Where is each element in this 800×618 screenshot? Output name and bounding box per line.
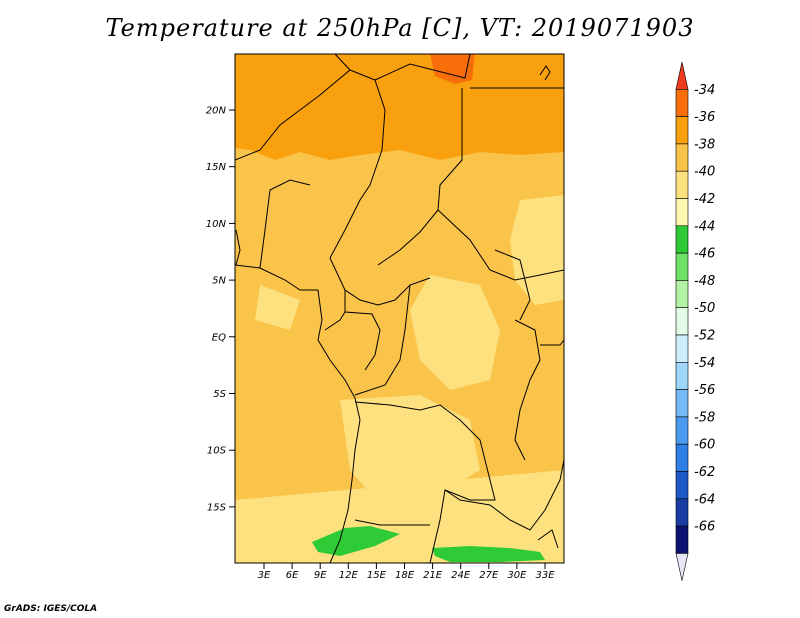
colorbar-label: -64 <box>694 492 715 507</box>
colorbar-label: -50 <box>694 301 715 316</box>
border-line <box>444 459 564 531</box>
colorbar-swatch <box>675 389 689 418</box>
field-band-warmest <box>430 54 475 84</box>
lat-tick-label: 5N <box>212 276 226 287</box>
coastline <box>235 229 241 266</box>
lat-tick-label: EQ <box>212 332 226 343</box>
colorbar-swatch <box>675 170 689 199</box>
border-line <box>344 290 381 371</box>
lon-tick-label: 15E <box>367 570 387 581</box>
colorbar-label: -56 <box>694 383 715 398</box>
colorbar-swatch <box>675 498 689 527</box>
lon-tick-label: 12E <box>339 570 359 581</box>
lon-tick-label: 27E <box>479 570 499 581</box>
field-band-south <box>235 470 564 563</box>
lon-tick-label: 30E <box>507 570 527 581</box>
border-line <box>259 179 311 269</box>
field-cold-pocket-east <box>432 546 545 562</box>
page-title: Temperature at 250hPa [C], VT: 201907190… <box>105 14 695 42</box>
colorbar-label: -66 <box>694 520 715 535</box>
latitude-axis: 20N 15N 10N 5N EQ 5S 10S 15S <box>206 106 235 513</box>
lon-tick-label: 21E <box>423 570 443 581</box>
lon-tick-label: 3E <box>258 570 271 581</box>
temperature-field <box>235 54 564 563</box>
border-line <box>354 284 411 396</box>
colorbar-label: -42 <box>694 192 715 207</box>
colorbar-swatch <box>675 280 689 308</box>
border-line <box>374 54 471 81</box>
field-band-warm-north <box>235 54 564 160</box>
field-cold-pocket-west <box>312 526 400 556</box>
field-patch-east <box>510 195 564 305</box>
lon-tick-label: 6E <box>286 570 299 581</box>
colorbar-bottom-arrow <box>675 553 689 581</box>
lon-tick-label: 33E <box>535 570 555 581</box>
colorbar-label: -58 <box>694 410 715 425</box>
colorbar-swatch <box>675 334 689 363</box>
longitude-axis: 3E 6E 9E 12E 15E 18E 21E 24E 27E 30E 33E <box>258 563 555 581</box>
lon-tick-label: 24E <box>451 570 471 581</box>
country-borders <box>235 54 564 563</box>
border-line <box>437 209 564 281</box>
border-line <box>235 264 318 291</box>
colorbar-label: -40 <box>694 165 715 180</box>
colorbar-label: -44 <box>694 219 715 234</box>
border-line <box>334 54 351 71</box>
lat-tick-label: 20N <box>206 106 227 117</box>
coastline <box>539 65 551 81</box>
colorbar-label: -54 <box>694 356 715 371</box>
colorbar-swatch <box>675 525 689 554</box>
colorbar-swatch <box>675 198 689 227</box>
lat-tick-label: 15N <box>206 162 227 173</box>
colorbar-label: -38 <box>694 137 715 152</box>
colorbar-label: -60 <box>694 438 715 453</box>
colorbar-label: -46 <box>694 247 715 262</box>
field-patch-gulf <box>255 285 300 330</box>
colorbar-label: -48 <box>694 274 715 289</box>
border-line <box>540 339 564 346</box>
lon-tick-label: 18E <box>395 570 415 581</box>
border-line <box>324 311 346 331</box>
colorbar-swatch <box>675 89 689 117</box>
colorbar-label: -36 <box>694 110 715 125</box>
border-line <box>537 529 559 549</box>
lon-tick-label: 9E <box>314 570 327 581</box>
lat-tick-label: 10S <box>207 446 227 457</box>
field-patch-angola <box>340 395 480 505</box>
colorbar-swatch <box>675 116 689 145</box>
border-line <box>354 519 430 526</box>
lat-tick-label: 15S <box>207 502 227 513</box>
lat-tick-label: 10N <box>206 219 227 230</box>
border-line <box>494 249 531 321</box>
field-patch-congo <box>410 275 500 390</box>
lat-tick-label: 5S <box>213 389 226 400</box>
colorbar-top-arrow <box>675 61 689 90</box>
colorbar-swatch <box>675 471 689 500</box>
colorbar-swatch <box>675 443 689 472</box>
colorbar-swatch <box>675 361 689 390</box>
border-line <box>235 69 386 259</box>
colorbar-swatch <box>675 252 689 281</box>
colorbar-swatch <box>675 416 689 445</box>
colorbar-swatch <box>675 143 689 172</box>
coastline <box>317 289 361 563</box>
footer-credit: GrADS: IGES/COLA <box>4 604 98 614</box>
map-frame <box>234 53 565 564</box>
lake-shore <box>514 319 541 461</box>
colorbar: -34 -36 -38 -40 -42 -44 -46 -48 -50 -52 -54 -56 -58 -… <box>675 61 715 581</box>
colorbar-label: -52 <box>694 329 715 344</box>
colorbar-swatch <box>675 225 689 254</box>
colorbar-swatch <box>675 307 689 336</box>
border-line <box>354 401 496 563</box>
colorbar-label: -34 <box>694 83 715 98</box>
colorbar-label: -62 <box>694 465 715 480</box>
